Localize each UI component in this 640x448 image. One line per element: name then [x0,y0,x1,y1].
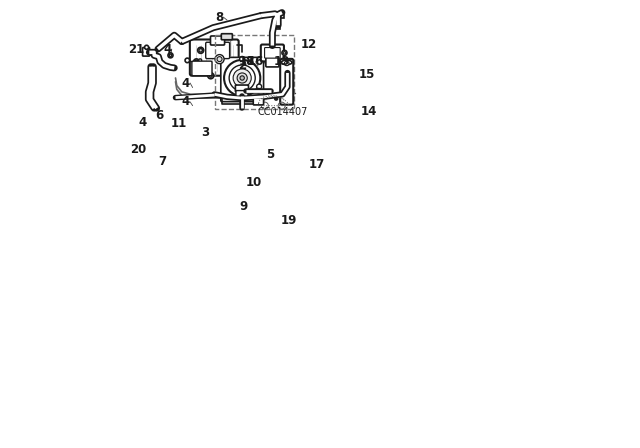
Circle shape [259,99,262,102]
FancyBboxPatch shape [266,57,279,67]
Circle shape [185,58,189,63]
FancyBboxPatch shape [221,34,232,40]
FancyBboxPatch shape [261,44,284,61]
Text: 4: 4 [182,95,190,108]
Circle shape [257,89,260,93]
Circle shape [256,101,257,102]
Circle shape [237,87,240,90]
Text: 2: 2 [238,59,246,72]
FancyBboxPatch shape [264,47,280,58]
Text: 20: 20 [131,143,147,156]
Text: CC014407: CC014407 [257,107,308,117]
Bar [276,24,280,29]
Circle shape [198,59,202,62]
Text: 1: 1 [246,55,255,68]
Text: 11: 11 [171,117,187,130]
Circle shape [168,53,173,58]
Circle shape [224,60,260,96]
Circle shape [195,60,198,63]
Circle shape [274,96,278,101]
Text: 3: 3 [202,125,209,138]
Circle shape [241,87,243,90]
Circle shape [240,76,244,80]
Circle shape [159,60,163,65]
Text: 13: 13 [274,55,291,68]
Text: 4: 4 [182,77,190,90]
FancyBboxPatch shape [192,61,212,76]
FancyBboxPatch shape [236,90,248,96]
Text: 4: 4 [163,43,172,56]
Circle shape [237,73,247,83]
Text: 6: 6 [156,109,164,122]
Bar [280,13,284,18]
Text: 8: 8 [215,11,223,24]
Circle shape [215,55,224,64]
Bar [214,35,294,109]
Circle shape [145,45,148,49]
Text: 14: 14 [360,105,377,118]
Text: 5: 5 [266,148,275,161]
Circle shape [239,56,244,61]
Circle shape [257,84,262,89]
Circle shape [282,50,287,56]
FancyBboxPatch shape [253,98,264,105]
Circle shape [257,90,260,91]
Circle shape [198,47,204,53]
Circle shape [255,99,259,103]
Circle shape [238,92,240,95]
Circle shape [159,61,161,64]
Circle shape [241,92,243,95]
FancyBboxPatch shape [211,36,225,45]
Text: 15: 15 [359,68,376,81]
Text: 21: 21 [129,43,145,56]
FancyBboxPatch shape [280,59,293,105]
Text: 10: 10 [245,176,262,189]
Circle shape [269,48,276,55]
FancyBboxPatch shape [190,39,239,76]
Circle shape [199,48,202,52]
FancyBboxPatch shape [205,42,230,59]
Text: 12: 12 [301,38,317,51]
Ellipse shape [282,60,292,65]
Text: 7: 7 [159,155,166,168]
Circle shape [209,74,212,77]
Text: 17: 17 [308,158,324,171]
Circle shape [208,73,214,79]
Text: 9: 9 [240,200,248,213]
Circle shape [233,69,252,87]
Circle shape [244,92,246,95]
Text: 16: 16 [248,55,264,68]
Text: 18: 18 [239,55,255,68]
Text: 19: 19 [281,214,298,227]
Circle shape [169,54,172,56]
Text: 4: 4 [138,116,147,129]
Circle shape [229,65,255,91]
Circle shape [195,65,200,69]
Circle shape [194,59,199,65]
FancyBboxPatch shape [221,57,264,102]
FancyBboxPatch shape [236,85,248,91]
Circle shape [244,87,246,90]
Circle shape [284,61,289,66]
Circle shape [283,52,285,54]
FancyBboxPatch shape [143,47,150,56]
Circle shape [217,56,222,62]
